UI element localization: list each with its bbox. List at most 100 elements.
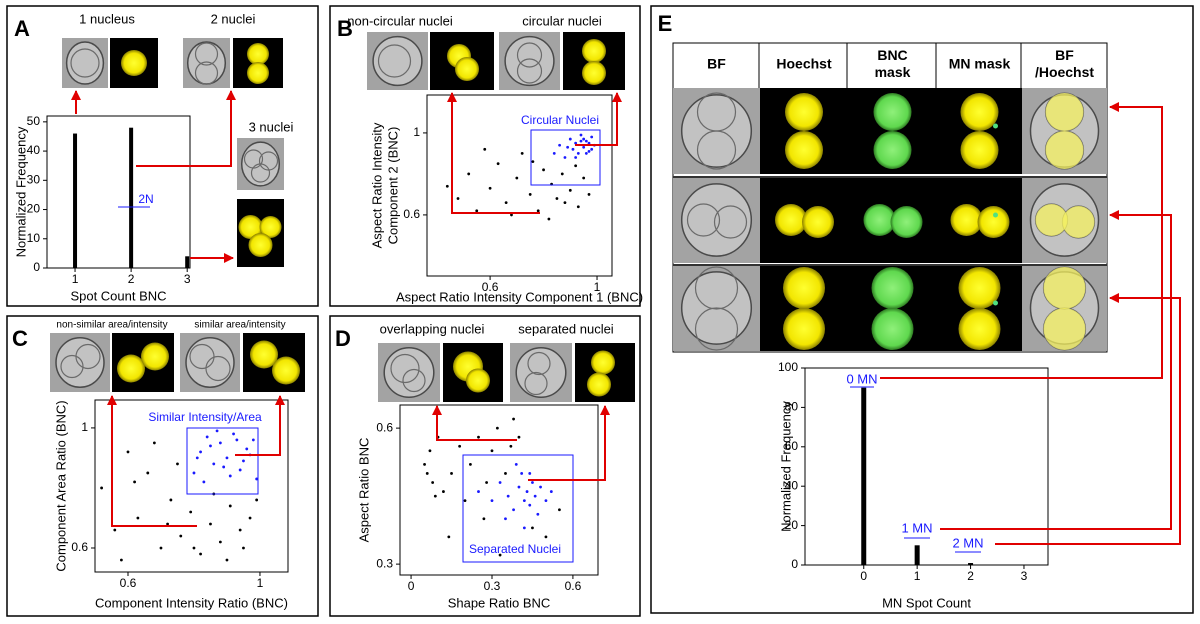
nucleus [141, 342, 169, 371]
x-tick-label: 1 [594, 280, 601, 294]
scatter-point [536, 209, 540, 213]
x-tick-label: 1 [257, 576, 264, 590]
y-axis-label: Aspect Ratio Intensity [369, 122, 384, 248]
scatter-point [490, 449, 494, 453]
scatter-point [510, 213, 513, 217]
scatter-point [225, 456, 229, 460]
scatter-point [212, 462, 216, 466]
cell-outline [55, 336, 105, 389]
x-tick-label: 3 [184, 272, 191, 286]
micronucleus [993, 123, 998, 129]
nucleus [958, 308, 1001, 350]
scatter-point [563, 201, 567, 205]
nucleus-outline [250, 163, 271, 183]
arrow [432, 405, 517, 441]
scatter-point [205, 435, 209, 439]
annotation: Separated Nuclei [469, 542, 561, 556]
y-tick-label: 20 [785, 518, 799, 532]
micronucleus [993, 300, 998, 306]
image-title: overlapping nuclei [380, 321, 485, 336]
micronucleus [993, 212, 998, 218]
nucleus [466, 368, 490, 393]
nucleus-outline [516, 58, 543, 84]
scatter-point [590, 135, 594, 139]
x-axis-label: Component Intensity Ratio (BNC) [95, 595, 288, 610]
scatter-point [218, 441, 222, 445]
y-tick-label: 0 [791, 557, 798, 571]
scatter-point [176, 462, 179, 466]
nucleus [890, 206, 923, 238]
scatter-point [482, 517, 486, 521]
scatter-point [547, 217, 551, 221]
nucleus-overlay [1043, 308, 1086, 350]
nucleus [785, 131, 823, 169]
scatter-point [517, 435, 521, 439]
panel-frame [6, 315, 319, 617]
scatter-point [442, 490, 445, 493]
scatter-point [133, 480, 136, 484]
scatter-point [119, 558, 123, 562]
nucleus [248, 233, 273, 257]
panel-frame [650, 5, 1194, 614]
bar [185, 256, 190, 268]
scatter-point [528, 503, 532, 507]
nucleus [272, 356, 300, 385]
x-tick-label: 3 [1021, 569, 1028, 583]
nucleus-overlay [1062, 206, 1095, 238]
scatter-point [152, 441, 156, 445]
scatter-point [531, 160, 535, 164]
scatter-point [458, 444, 462, 448]
scatter-point [528, 472, 532, 475]
scatter-point [582, 176, 586, 180]
image-title: separated nuclei [518, 321, 614, 336]
cell-outline [504, 35, 555, 87]
arrow [575, 92, 622, 146]
scatter-point [571, 147, 575, 151]
scatter-point [136, 516, 140, 520]
y-axis-label: Normalized Frequency [778, 401, 793, 532]
scatter-point [228, 504, 232, 508]
scatter-point [433, 494, 437, 498]
arrow [880, 102, 1163, 379]
nucleus [238, 215, 263, 239]
column-header: BF [707, 56, 726, 72]
scatter-point [512, 417, 515, 421]
scatter-point [582, 137, 586, 141]
arrow [447, 92, 540, 214]
annotation: Similar Intensity/Area [148, 410, 262, 424]
nucleus [871, 267, 914, 309]
nucleus [587, 372, 611, 397]
scatter-point [192, 546, 196, 550]
scatter-point [587, 141, 591, 145]
arrow [940, 210, 1172, 530]
scatter-point [428, 449, 432, 453]
scatter-point [245, 447, 249, 451]
nucleus-outline [696, 130, 737, 170]
y-tick-label: 0.6 [376, 420, 393, 434]
scatter-point [242, 546, 245, 550]
nucleus [950, 204, 983, 236]
scatter-point [192, 471, 196, 475]
scatter-point [576, 152, 580, 155]
column-header: mask [875, 64, 911, 80]
y-tick-label: 1 [81, 420, 88, 434]
plot-frame [804, 367, 1049, 566]
y-axis-label: Component Area Ratio (BNC) [53, 400, 68, 571]
arrow [995, 293, 1181, 545]
scatter-point [533, 494, 537, 498]
nucleus-outline [516, 42, 543, 68]
y-tick-label: 10 [27, 231, 41, 245]
scatter-point [235, 438, 239, 442]
nucleus-outline [194, 61, 219, 85]
plot-frame [399, 404, 599, 576]
image-title: 3 nuclei [249, 119, 294, 134]
nucleus [455, 57, 479, 81]
scatter-point [195, 456, 199, 460]
nucleus [783, 308, 825, 350]
scatter-point [477, 490, 480, 493]
nucleus [783, 267, 825, 309]
nucleus [591, 350, 615, 375]
column-header: MN mask [949, 56, 1011, 72]
scatter-point [199, 552, 202, 556]
scatter-point [512, 508, 515, 512]
